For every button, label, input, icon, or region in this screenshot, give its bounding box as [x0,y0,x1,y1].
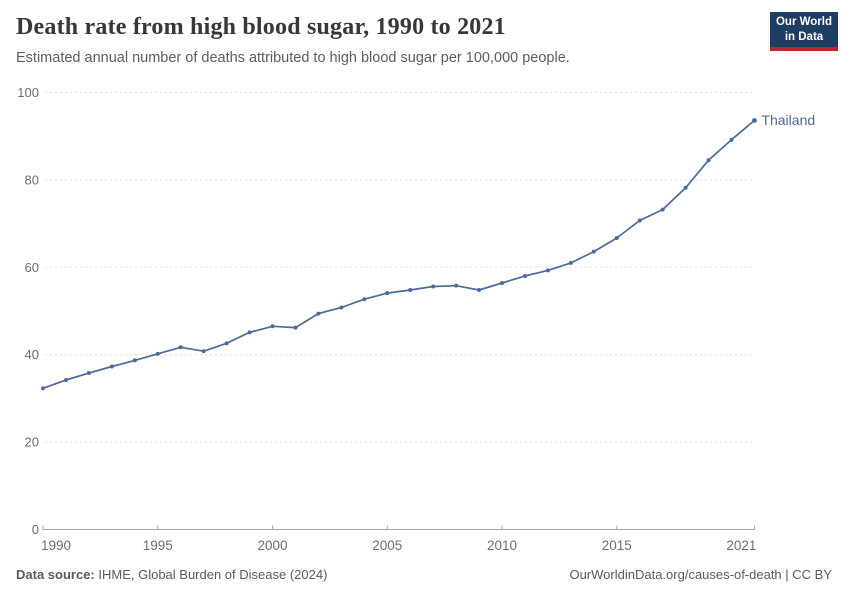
data-point[interactable] [706,158,711,163]
data-point[interactable] [41,386,45,391]
data-point[interactable] [729,137,734,142]
y-tick-label: 60 [25,260,39,275]
data-point[interactable] [339,305,344,310]
data-point[interactable] [385,291,390,296]
chart-header: Death rate from high blood sugar, 1990 t… [16,14,756,66]
data-point[interactable] [362,297,367,302]
y-tick-label: 20 [25,435,39,450]
y-tick-label: 100 [17,85,39,100]
data-point[interactable] [545,268,550,273]
y-tick-label: 0 [32,522,39,537]
data-point[interactable] [614,236,619,241]
data-point[interactable] [247,330,252,335]
data-point[interactable] [109,364,114,369]
x-tick-label: 2010 [487,538,517,553]
x-tick-label: 1990 [41,538,71,553]
x-tick-label: 1995 [143,538,173,553]
data-source-value: IHME, Global Burden of Disease (2024) [94,567,328,582]
y-tick-label: 40 [25,347,39,362]
data-point[interactable] [591,249,596,254]
data-point[interactable] [408,288,413,293]
owid-logo-line1: Our World [775,16,832,29]
data-point[interactable] [454,283,459,288]
data-point[interactable] [752,118,757,123]
chart-subtitle: Estimated annual number of deaths attrib… [16,50,570,66]
data-point[interactable] [224,341,229,346]
data-point[interactable] [132,358,137,363]
data-source-label: Data source: [16,567,95,582]
data-source: Data source: IHME, Global Burden of Dise… [16,567,327,582]
data-point[interactable] [201,349,206,354]
data-point[interactable] [270,324,275,329]
owid-logo-line2: in Data [784,30,824,43]
data-point[interactable] [500,281,504,286]
data-point[interactable] [683,185,688,190]
data-point[interactable] [316,311,321,316]
data-point[interactable] [155,351,160,356]
data-point[interactable] [86,371,91,376]
series-line-thailand[interactable] [42,119,756,390]
data-point[interactable] [637,218,642,223]
owid-cc-link[interactable]: OurWorldinData.org/causes-of-death | CC … [569,567,832,582]
x-tick-label: 2015 [602,538,632,553]
data-point[interactable] [431,284,436,289]
x-tick-label: 2021 [726,538,756,553]
data-point[interactable] [293,325,298,330]
data-point[interactable] [568,260,573,265]
y-tick-label: 80 [25,172,39,187]
x-tick-label: 2005 [372,538,402,553]
series-label-thailand[interactable]: Thailand [761,112,815,128]
x-tick-label: 2000 [257,538,287,553]
chart-title: Death rate from high blood sugar, 1990 t… [16,14,506,40]
data-point[interactable] [178,345,183,350]
owid-logo[interactable]: Our World in Data [770,12,838,51]
data-point[interactable] [63,378,68,383]
data-point[interactable] [522,274,527,279]
data-point[interactable] [660,207,665,212]
data-point[interactable] [477,288,482,293]
